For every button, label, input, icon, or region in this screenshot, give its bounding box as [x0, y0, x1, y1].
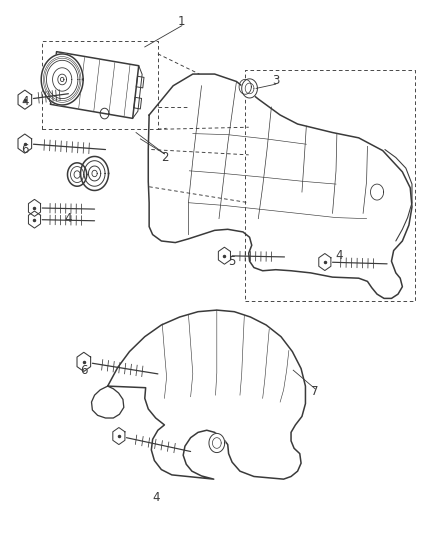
Text: 6: 6: [80, 364, 88, 377]
Text: 4: 4: [65, 212, 72, 225]
Text: 1: 1: [178, 15, 186, 28]
Text: 3: 3: [272, 74, 279, 87]
Text: 4: 4: [21, 95, 28, 108]
Text: 6: 6: [21, 143, 28, 156]
Polygon shape: [67, 163, 87, 186]
Text: 4: 4: [336, 249, 343, 262]
Text: 5: 5: [228, 255, 236, 268]
Text: 4: 4: [152, 491, 159, 504]
Polygon shape: [371, 184, 384, 200]
Text: 7: 7: [311, 385, 319, 398]
Polygon shape: [81, 157, 109, 190]
Polygon shape: [41, 54, 83, 105]
Polygon shape: [209, 433, 225, 453]
Polygon shape: [242, 79, 258, 98]
Text: 2: 2: [161, 151, 168, 164]
